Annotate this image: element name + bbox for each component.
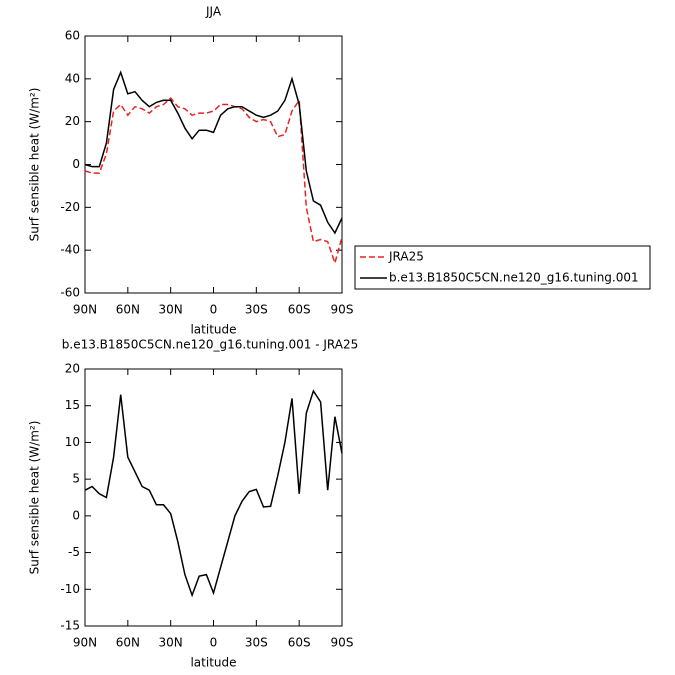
y-tick-label: 20 [65, 362, 80, 376]
x-tick-label: 90S [331, 636, 354, 650]
y-tick-label: -10 [60, 582, 80, 596]
legend-label: JRA25 [388, 250, 424, 264]
x-tick-label: 30N [159, 303, 183, 317]
y-tick-label: 10 [65, 435, 80, 449]
data-line [84, 97, 343, 266]
x-axis-label: latitude [190, 656, 236, 670]
x-tick-label: 30S [245, 303, 268, 317]
y-tick-label: 40 [65, 71, 80, 85]
legend-label: b.e13.B1850C5CN.ne120_g16.tuning.001 [389, 271, 639, 285]
y-tick-label: -40 [60, 243, 80, 257]
legend-box [354, 245, 651, 290]
x-tick-label: 90S [331, 303, 354, 317]
x-tick-label: 0 [210, 303, 218, 317]
data-line [84, 70, 343, 235]
chart-title: JJA [205, 5, 222, 19]
x-axis-label: latitude [190, 323, 236, 337]
x-tick-label: 90N [73, 303, 97, 317]
plot-frame [84, 368, 343, 627]
y-tick-label: 5 [72, 472, 80, 486]
y-tick-label: -20 [60, 200, 80, 214]
x-tick-label: 0 [210, 636, 218, 650]
y-tick-label: -60 [60, 286, 80, 300]
y-axis-label: Surf sensible heat (W/m²) [28, 421, 42, 575]
y-tick-label: 0 [72, 508, 80, 522]
y-tick-label: 0 [72, 157, 80, 171]
chart-title: b.e13.B1850C5CN.ne120_g16.tuning.001 - J… [62, 338, 358, 352]
x-tick-label: 60S [288, 636, 311, 650]
x-tick-label: 30S [245, 636, 268, 650]
x-tick-label: 90N [73, 636, 97, 650]
y-tick-label: -15 [60, 619, 80, 633]
x-tick-label: 60N [116, 636, 140, 650]
y-tick-label: -5 [68, 545, 80, 559]
y-axis-label: Surf sensible heat (W/m²) [28, 88, 42, 242]
y-tick-label: 60 [65, 29, 80, 43]
x-tick-label: 60S [288, 303, 311, 317]
x-tick-label: 30N [159, 636, 183, 650]
y-tick-label: 20 [65, 114, 80, 128]
y-tick-label: 15 [65, 398, 80, 412]
x-tick-label: 60N [116, 303, 140, 317]
data-line [84, 389, 343, 598]
